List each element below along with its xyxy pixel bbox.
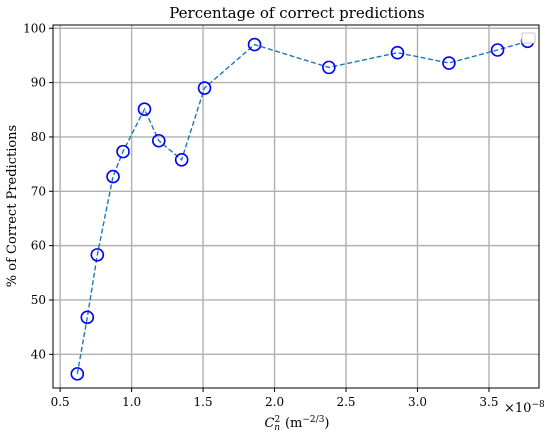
x-axis-label: C2 n (m−2/3) — [265, 415, 330, 433]
x-tick-label: 1.5 — [194, 395, 213, 409]
data-point — [106, 169, 120, 184]
x-tick-label: 2.0 — [265, 395, 284, 409]
x-offset-label: ×10−8 — [504, 400, 545, 416]
data-point — [90, 248, 105, 262]
x-tick-label: 3.5 — [479, 395, 498, 409]
y-tick-label: 70 — [31, 184, 46, 198]
axes-frame — [52, 24, 540, 389]
y-axis-label: % of Correct Predictions — [5, 125, 20, 287]
y-tick-label: 80 — [31, 130, 46, 144]
data-point — [80, 310, 95, 325]
data-point — [442, 56, 456, 70]
data-point — [390, 45, 405, 60]
y-tick-label: 40 — [31, 347, 46, 361]
legend-box — [521, 32, 536, 44]
x-tick-label: 1.0 — [122, 395, 141, 409]
data-point — [137, 102, 152, 117]
series-layer — [70, 34, 535, 381]
data-point — [174, 152, 189, 167]
data-point — [247, 37, 262, 52]
y-tick-label: 100 — [23, 21, 46, 35]
y-tick-label: 60 — [31, 239, 46, 253]
data-point — [151, 133, 166, 148]
x-tick-label: 0.5 — [51, 395, 70, 409]
series-line — [76, 40, 528, 375]
data-point — [490, 43, 505, 57]
data-point — [116, 144, 130, 159]
x-tick-label: 3.0 — [408, 395, 427, 409]
y-tick-label: 50 — [31, 293, 46, 307]
data-point — [197, 81, 212, 95]
x-tick-label: 2.5 — [336, 395, 355, 409]
axis-ticks: 0.5 1.0 1.5 2.0 2.5 3.0 3.5 40 50 60 70 80 90 100 — [23, 21, 498, 409]
chart-title: Percentage of correct predictions — [169, 4, 424, 22]
data-point — [70, 367, 85, 381]
grid — [53, 25, 539, 388]
data-point — [322, 60, 336, 75]
y-tick-label: 90 — [31, 76, 46, 90]
